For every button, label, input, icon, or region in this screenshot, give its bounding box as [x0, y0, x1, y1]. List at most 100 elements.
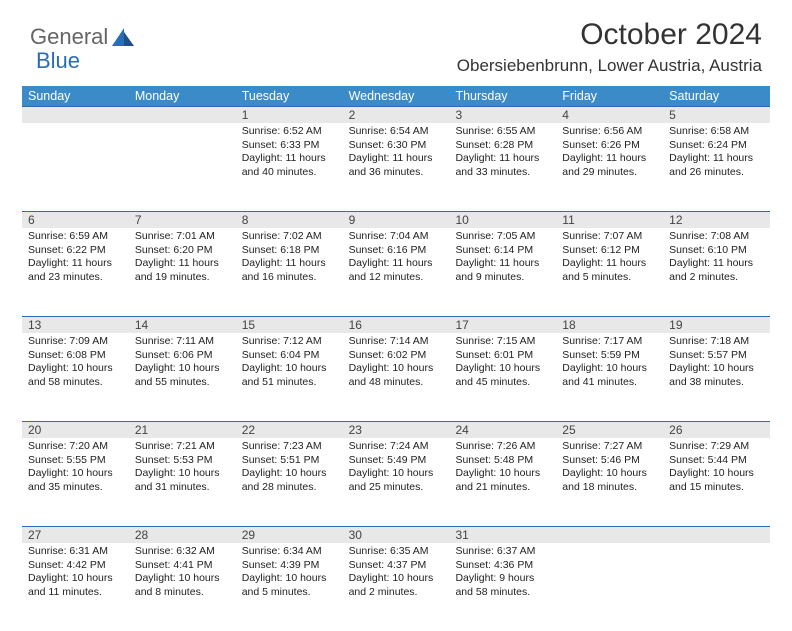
sunset-text: Sunset: 5:46 PM: [562, 454, 657, 468]
day-number: 24: [449, 422, 556, 438]
day-cell: [663, 543, 770, 631]
day-cell: Sunrise: 6:35 AMSunset: 4:37 PMDaylight:…: [343, 543, 450, 631]
day-number: 27: [22, 527, 129, 543]
day-number: 26: [663, 422, 770, 438]
day-number: 17: [449, 317, 556, 333]
sunset-text: Sunset: 6:33 PM: [242, 139, 337, 153]
daylight-text: Daylight: 10 hours and 58 minutes.: [28, 362, 123, 389]
daylight-text: Daylight: 11 hours and 9 minutes.: [455, 257, 550, 284]
sunset-text: Sunset: 5:49 PM: [349, 454, 444, 468]
week-row: Sunrise: 6:59 AMSunset: 6:22 PMDaylight:…: [22, 228, 770, 316]
day-cell: Sunrise: 7:14 AMSunset: 6:02 PMDaylight:…: [343, 333, 450, 421]
day-cell: Sunrise: 6:56 AMSunset: 6:26 PMDaylight:…: [556, 123, 663, 211]
sunrise-text: Sunrise: 7:26 AM: [455, 440, 550, 454]
logo-icon: [110, 26, 136, 48]
sunset-text: Sunset: 6:14 PM: [455, 244, 550, 258]
day-cell: Sunrise: 7:09 AMSunset: 6:08 PMDaylight:…: [22, 333, 129, 421]
sunset-text: Sunset: 6:04 PM: [242, 349, 337, 363]
day-cell: Sunrise: 6:32 AMSunset: 4:41 PMDaylight:…: [129, 543, 236, 631]
day-header: Sunday: [22, 86, 129, 106]
sunrise-text: Sunrise: 7:08 AM: [669, 230, 764, 244]
day-cell: Sunrise: 6:59 AMSunset: 6:22 PMDaylight:…: [22, 228, 129, 316]
day-number: 1: [236, 107, 343, 123]
sunrise-text: Sunrise: 7:17 AM: [562, 335, 657, 349]
day-number: 19: [663, 317, 770, 333]
daylight-text: Daylight: 11 hours and 2 minutes.: [669, 257, 764, 284]
sunrise-text: Sunrise: 7:18 AM: [669, 335, 764, 349]
day-cell: Sunrise: 7:21 AMSunset: 5:53 PMDaylight:…: [129, 438, 236, 526]
daylight-text: Daylight: 10 hours and 31 minutes.: [135, 467, 230, 494]
day-cell: Sunrise: 6:37 AMSunset: 4:36 PMDaylight:…: [449, 543, 556, 631]
sunset-text: Sunset: 4:36 PM: [455, 559, 550, 573]
daynum-row: 6789101112: [22, 211, 770, 228]
sunset-text: Sunset: 6:18 PM: [242, 244, 337, 258]
day-cell: Sunrise: 7:01 AMSunset: 6:20 PMDaylight:…: [129, 228, 236, 316]
day-cell: Sunrise: 6:34 AMSunset: 4:39 PMDaylight:…: [236, 543, 343, 631]
sunset-text: Sunset: 4:37 PM: [349, 559, 444, 573]
daylight-text: Daylight: 10 hours and 11 minutes.: [28, 572, 123, 599]
sunrise-text: Sunrise: 7:02 AM: [242, 230, 337, 244]
daylight-text: Daylight: 10 hours and 41 minutes.: [562, 362, 657, 389]
week-row: Sunrise: 7:20 AMSunset: 5:55 PMDaylight:…: [22, 438, 770, 526]
sunrise-text: Sunrise: 6:31 AM: [28, 545, 123, 559]
week-row: Sunrise: 6:31 AMSunset: 4:42 PMDaylight:…: [22, 543, 770, 631]
daynum-row: 2728293031: [22, 526, 770, 543]
sunrise-text: Sunrise: 7:05 AM: [455, 230, 550, 244]
sunrise-text: Sunrise: 6:34 AM: [242, 545, 337, 559]
sunset-text: Sunset: 6:16 PM: [349, 244, 444, 258]
day-cell: Sunrise: 6:31 AMSunset: 4:42 PMDaylight:…: [22, 543, 129, 631]
day-header: Tuesday: [236, 86, 343, 106]
daylight-text: Daylight: 10 hours and 18 minutes.: [562, 467, 657, 494]
sunrise-text: Sunrise: 6:56 AM: [562, 125, 657, 139]
daylight-text: Daylight: 10 hours and 38 minutes.: [669, 362, 764, 389]
day-cell: Sunrise: 6:55 AMSunset: 6:28 PMDaylight:…: [449, 123, 556, 211]
daylight-text: Daylight: 11 hours and 26 minutes.: [669, 152, 764, 179]
day-cell: Sunrise: 7:04 AMSunset: 6:16 PMDaylight:…: [343, 228, 450, 316]
sunrise-text: Sunrise: 6:55 AM: [455, 125, 550, 139]
sunset-text: Sunset: 6:02 PM: [349, 349, 444, 363]
sunrise-text: Sunrise: 6:32 AM: [135, 545, 230, 559]
day-header-row: Sunday Monday Tuesday Wednesday Thursday…: [22, 86, 770, 106]
sunrise-text: Sunrise: 7:11 AM: [135, 335, 230, 349]
sunrise-text: Sunrise: 7:14 AM: [349, 335, 444, 349]
day-cell: Sunrise: 7:12 AMSunset: 6:04 PMDaylight:…: [236, 333, 343, 421]
sunset-text: Sunset: 5:57 PM: [669, 349, 764, 363]
daynum-row: 13141516171819: [22, 316, 770, 333]
day-cell: Sunrise: 6:54 AMSunset: 6:30 PMDaylight:…: [343, 123, 450, 211]
daylight-text: Daylight: 10 hours and 35 minutes.: [28, 467, 123, 494]
daylight-text: Daylight: 10 hours and 21 minutes.: [455, 467, 550, 494]
day-number: [556, 527, 663, 543]
sunset-text: Sunset: 6:26 PM: [562, 139, 657, 153]
daylight-text: Daylight: 11 hours and 40 minutes.: [242, 152, 337, 179]
sunset-text: Sunset: 6:30 PM: [349, 139, 444, 153]
daylight-text: Daylight: 10 hours and 8 minutes.: [135, 572, 230, 599]
day-cell: Sunrise: 7:17 AMSunset: 5:59 PMDaylight:…: [556, 333, 663, 421]
day-cell: Sunrise: 7:29 AMSunset: 5:44 PMDaylight:…: [663, 438, 770, 526]
sunrise-text: Sunrise: 7:21 AM: [135, 440, 230, 454]
header: October 2024 Obersiebenbrunn, Lower Aust…: [457, 18, 762, 76]
day-number: 15: [236, 317, 343, 333]
daylight-text: Daylight: 10 hours and 25 minutes.: [349, 467, 444, 494]
sunrise-text: Sunrise: 6:58 AM: [669, 125, 764, 139]
sunset-text: Sunset: 5:48 PM: [455, 454, 550, 468]
day-header: Thursday: [449, 86, 556, 106]
daylight-text: Daylight: 10 hours and 51 minutes.: [242, 362, 337, 389]
daylight-text: Daylight: 10 hours and 48 minutes.: [349, 362, 444, 389]
day-number: 20: [22, 422, 129, 438]
daylight-text: Daylight: 11 hours and 29 minutes.: [562, 152, 657, 179]
day-cell: Sunrise: 7:15 AMSunset: 6:01 PMDaylight:…: [449, 333, 556, 421]
sunset-text: Sunset: 5:53 PM: [135, 454, 230, 468]
day-header: Friday: [556, 86, 663, 106]
day-number: 29: [236, 527, 343, 543]
logo-text-2: Blue: [36, 48, 80, 74]
day-cell: Sunrise: 7:26 AMSunset: 5:48 PMDaylight:…: [449, 438, 556, 526]
day-cell: [129, 123, 236, 211]
daylight-text: Daylight: 10 hours and 15 minutes.: [669, 467, 764, 494]
sunset-text: Sunset: 5:51 PM: [242, 454, 337, 468]
sunrise-text: Sunrise: 7:07 AM: [562, 230, 657, 244]
day-number: 4: [556, 107, 663, 123]
sunrise-text: Sunrise: 7:09 AM: [28, 335, 123, 349]
sunrise-text: Sunrise: 7:04 AM: [349, 230, 444, 244]
daylight-text: Daylight: 10 hours and 5 minutes.: [242, 572, 337, 599]
daylight-text: Daylight: 9 hours and 58 minutes.: [455, 572, 550, 599]
